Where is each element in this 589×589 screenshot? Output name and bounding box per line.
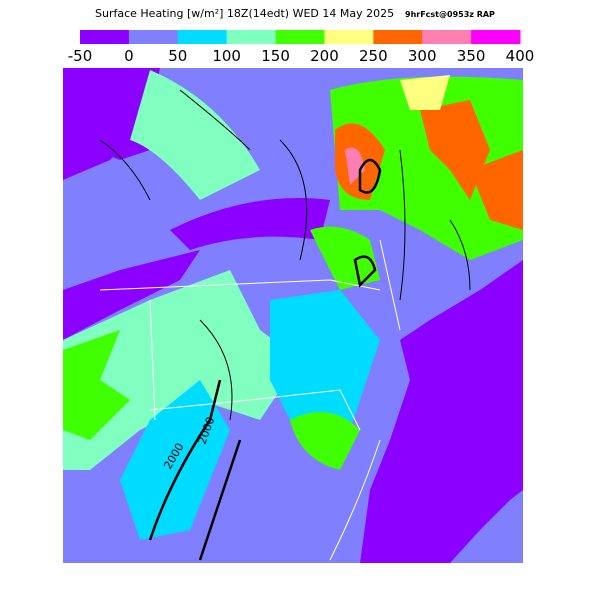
region	[310, 226, 380, 290]
colorbar-label: 50	[168, 47, 187, 65]
title: Surface Heating [w/m²] 18Z(14edt) WED 14…	[95, 7, 394, 20]
colorbar-label: 0	[124, 47, 134, 65]
region	[345, 147, 365, 185]
colorbar-label: 200	[310, 47, 339, 65]
colorbar-swatch	[128, 30, 179, 44]
colorbar-label: -50	[68, 47, 93, 65]
colorbar-swatch	[177, 30, 228, 44]
ocean	[360, 260, 523, 563]
colorbar-swatch	[275, 30, 325, 44]
region	[63, 270, 300, 470]
contour	[99, 89, 471, 421]
region	[63, 68, 160, 180]
region	[270, 290, 380, 440]
region	[120, 380, 230, 540]
colorbar-label: 250	[359, 47, 388, 65]
colorbar-swatch	[80, 30, 130, 44]
colorbar-label: 350	[457, 47, 486, 65]
state-border	[99, 239, 401, 431]
colorbar-label: 400	[506, 47, 535, 65]
colorbar-swatch	[226, 30, 277, 44]
region	[290, 412, 360, 470]
colorbar-swatch	[373, 30, 423, 44]
colorbar-label: 150	[261, 47, 290, 65]
region	[450, 490, 523, 563]
region	[130, 70, 260, 200]
colorbar-swatch	[324, 30, 374, 44]
colorbar-swatch	[471, 30, 521, 44]
region	[170, 198, 330, 250]
contour	[148, 158, 382, 561]
region	[63, 250, 200, 340]
region	[420, 100, 523, 230]
map: 2000 2000	[63, 68, 523, 563]
coastline	[329, 439, 381, 561]
colorbar-swatch	[422, 30, 472, 44]
region	[400, 75, 450, 110]
colorbar: -50 0 50 100 150 200 250 300 350 400	[68, 30, 535, 65]
source: 9hrFcst@0953z RAP	[405, 10, 495, 19]
colorbar-label: 300	[408, 47, 437, 65]
region	[63, 330, 130, 440]
colorbar-label: 100	[212, 47, 241, 65]
